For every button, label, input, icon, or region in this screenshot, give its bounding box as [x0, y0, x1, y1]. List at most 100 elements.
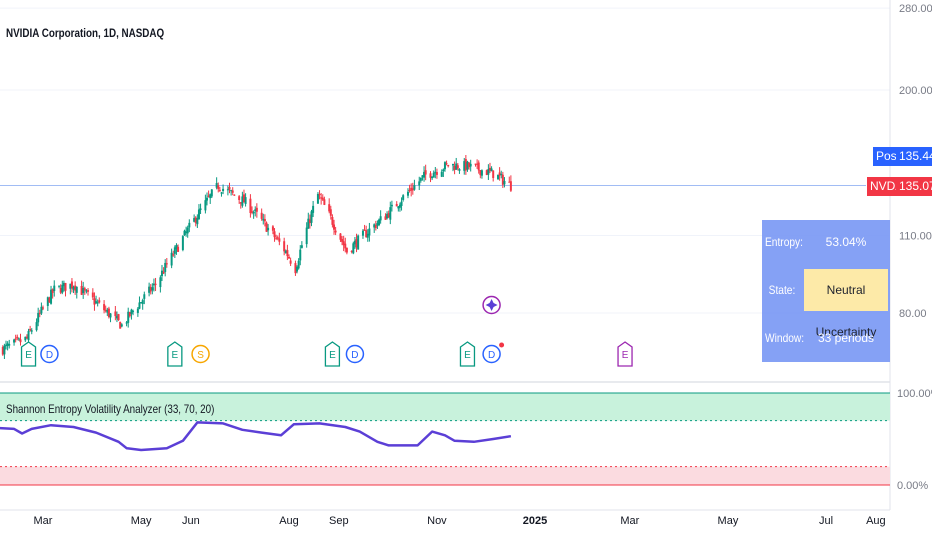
- candle-body: [96, 302, 99, 304]
- time-axis-tick-label: Nov: [427, 515, 447, 527]
- candle-body: [305, 227, 308, 245]
- state-row: State: Neutral Uncertainty: [762, 268, 890, 339]
- candle-body: [387, 213, 390, 218]
- candle-body: [455, 163, 458, 170]
- candle-body: [27, 331, 30, 341]
- event-marker-e: [20, 341, 37, 367]
- candle-body: [398, 204, 401, 208]
- candle-body: [172, 254, 175, 256]
- candle-body: [424, 170, 427, 175]
- candle-body: [410, 187, 413, 191]
- candle-body: [464, 159, 467, 171]
- candle-body: [357, 235, 360, 250]
- event-marker-letter: E: [25, 350, 32, 361]
- candle-body: [271, 226, 274, 231]
- candle-body: [344, 243, 347, 249]
- candle-body: [384, 216, 387, 220]
- post-label-tag: Post: [873, 147, 904, 166]
- candle-body: [207, 195, 210, 197]
- candle-body: [421, 175, 424, 178]
- candle-body: [283, 241, 286, 252]
- candle-body: [485, 170, 488, 176]
- candle-body: [98, 300, 101, 303]
- candle-body: [509, 181, 512, 191]
- candle-body: [466, 161, 469, 170]
- price-axis-tick-label: 80.00: [899, 308, 927, 320]
- candle-body: [397, 206, 400, 209]
- candle-body: [154, 283, 157, 286]
- candle-body: [255, 207, 258, 212]
- event-marker-e: [167, 341, 183, 367]
- candle-body: [265, 222, 268, 232]
- candle-body: [165, 263, 168, 265]
- candle-body: [379, 216, 382, 221]
- event-marker-e: [459, 341, 476, 367]
- candle-body: [488, 167, 491, 171]
- indicator-title[interactable]: Shannon Entropy Volatility Analyzer (33,…: [6, 402, 215, 416]
- candle-body: [148, 286, 151, 293]
- candle-body: [132, 310, 135, 312]
- candle-body: [228, 187, 231, 190]
- candle-body: [128, 312, 131, 317]
- candle-body: [185, 231, 188, 234]
- candle-body: [30, 330, 33, 332]
- candle-body: [307, 218, 310, 229]
- candle-body: [175, 245, 178, 250]
- candle-body: [38, 312, 41, 314]
- candle-body: [376, 223, 379, 226]
- price-axis-tick-label: 280.00: [899, 3, 932, 15]
- candle-body: [222, 188, 225, 191]
- candle-body: [273, 231, 276, 238]
- candle-body: [188, 222, 191, 228]
- candle-body: [411, 188, 414, 191]
- time-axis-tick-label: May: [131, 515, 152, 527]
- candle-body: [498, 172, 501, 176]
- event-marker-letter: D: [488, 350, 495, 361]
- candle-body: [218, 189, 221, 191]
- candle-body: [115, 316, 118, 319]
- candle-body: [452, 163, 454, 166]
- candle-body: [308, 219, 311, 224]
- event-alert-dot: [499, 342, 505, 348]
- candle-body: [35, 322, 38, 331]
- candle-body: [13, 339, 16, 343]
- candle-body: [366, 233, 369, 238]
- candle-body: [230, 190, 233, 192]
- candle-body: [120, 324, 123, 327]
- candle-body: [456, 165, 459, 169]
- candle-body: [487, 169, 490, 175]
- candle-body: [14, 338, 17, 340]
- candle-body: [260, 212, 263, 219]
- candle-body: [239, 202, 242, 204]
- candle-body: [140, 302, 143, 304]
- event-marker-letter: E: [464, 350, 471, 361]
- candle-body: [468, 162, 471, 168]
- time-axis-tick-label: Mar: [34, 515, 53, 527]
- candle-body: [95, 301, 98, 303]
- candle-body: [217, 185, 220, 189]
- candle-body: [104, 310, 107, 312]
- candle-body: [58, 285, 61, 287]
- candle-body: [51, 289, 54, 293]
- indicator-axis-tick-label: 100.00%: [897, 388, 932, 400]
- candle-body: [429, 173, 432, 178]
- candle-body: [334, 230, 337, 233]
- candle-body: [242, 194, 245, 203]
- candle-body: [29, 328, 32, 331]
- lower-zone: [0, 466, 890, 485]
- candle-body: [252, 211, 255, 214]
- time-axis-tick-label: Aug: [279, 515, 299, 527]
- price-axis-tick-label: 200.00: [899, 85, 932, 97]
- candle-body: [434, 171, 437, 174]
- candle-body: [241, 196, 244, 206]
- candle-body: [69, 283, 72, 289]
- candle-body: [83, 288, 86, 291]
- event-marker-e: [324, 341, 341, 367]
- candle-body: [289, 260, 292, 264]
- candle-body: [386, 213, 389, 219]
- event-marker-letter: D: [351, 350, 358, 361]
- candle-body: [278, 238, 281, 242]
- candle-body: [173, 247, 176, 254]
- candle-body: [497, 174, 500, 180]
